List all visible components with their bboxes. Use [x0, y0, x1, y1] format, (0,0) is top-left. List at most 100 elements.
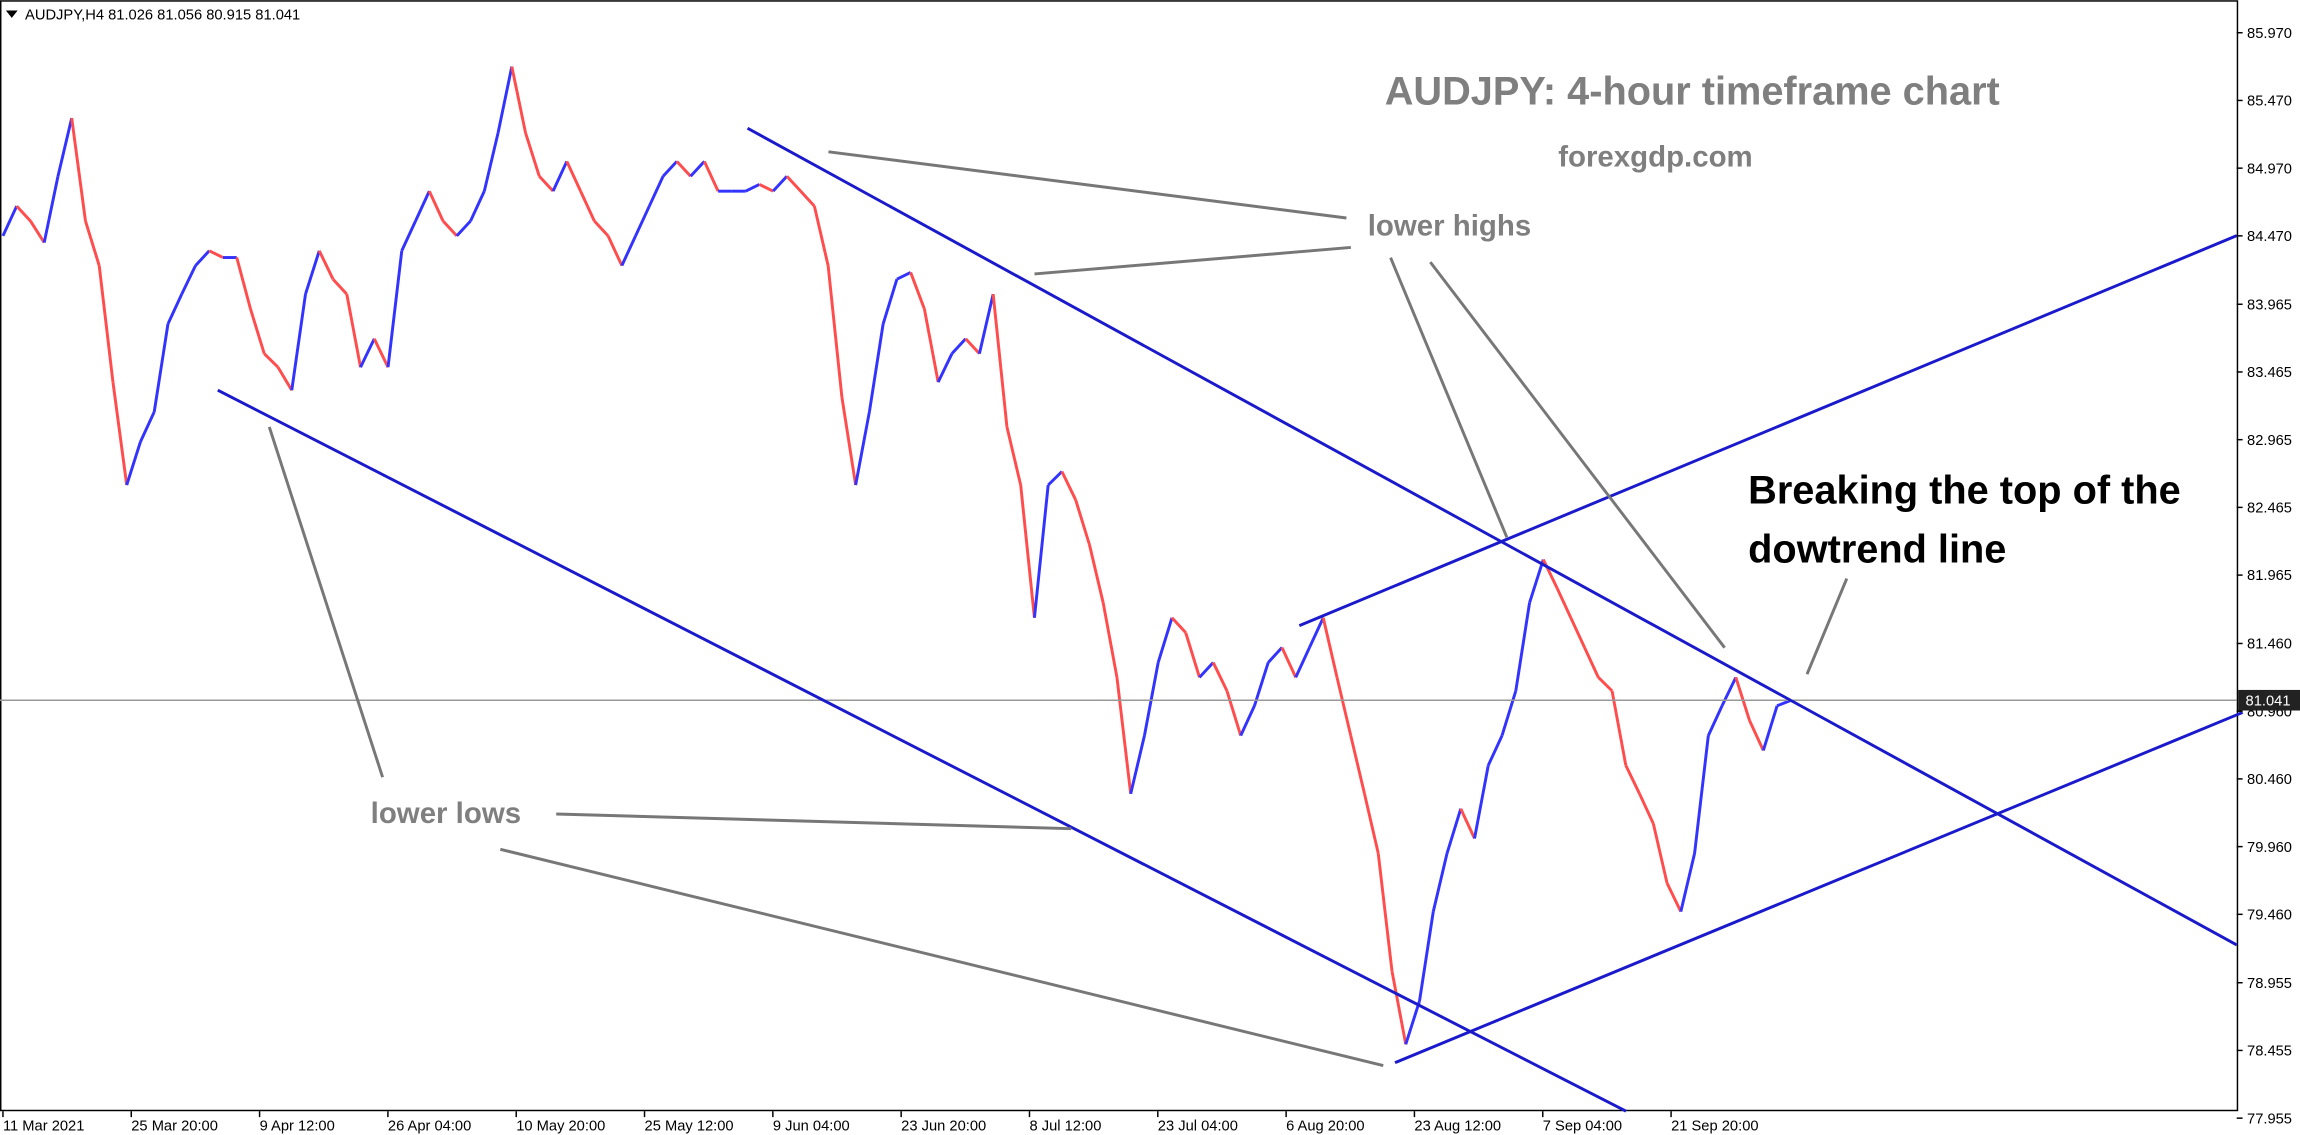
- price-segment: [991, 293, 1009, 427]
- price-segment: [1225, 690, 1243, 737]
- annotation: Breaking the top of the: [1748, 468, 2181, 512]
- price-segment: [56, 117, 74, 177]
- annotation-lines: [267, 150, 1849, 1068]
- price-segment: [1198, 661, 1215, 679]
- x-tick-label: 23 Jul 04:00: [1158, 1118, 1238, 1134]
- price-segment: [1156, 617, 1174, 663]
- price-segment: [1, 205, 19, 237]
- price-segment: [565, 160, 582, 192]
- price-segment: [208, 249, 224, 259]
- price-segment: [70, 117, 87, 222]
- price-segment: [606, 235, 624, 267]
- price-segment: [551, 160, 569, 192]
- price-segment: [1267, 646, 1284, 664]
- trendline: [217, 388, 1627, 1113]
- price-segment: [372, 338, 390, 368]
- pointer: [828, 150, 1347, 220]
- price-segment: [1528, 559, 1545, 604]
- price-segment: [1170, 616, 1187, 634]
- price-segment: [1143, 662, 1160, 736]
- y-tick-label: 85.470: [2247, 94, 2292, 110]
- price-segment: [1679, 853, 1697, 912]
- price-segment: [1486, 734, 1504, 766]
- y-tick-label: 80.460: [2247, 772, 2292, 788]
- price-segment: [482, 132, 500, 192]
- price-segment: [1748, 720, 1765, 752]
- annotation: dowtrend line: [1748, 527, 2006, 571]
- price-segment: [441, 219, 458, 237]
- price-segment: [455, 219, 472, 237]
- price-segment: [1610, 690, 1628, 766]
- pointer: [499, 847, 1384, 1068]
- price-segment: [1321, 617, 1339, 678]
- price-segment: [620, 235, 637, 267]
- price-segment: [538, 175, 555, 193]
- price-segment: [276, 366, 294, 391]
- price-segment: [304, 250, 321, 295]
- price-segment: [1555, 587, 1573, 619]
- price-segment: [1349, 735, 1366, 795]
- current-price-box: [2238, 689, 2300, 711]
- price-segment: [922, 308, 940, 383]
- price-segment: [1335, 677, 1353, 736]
- price-segment: [785, 175, 802, 193]
- price-segment: [1459, 808, 1476, 840]
- trendline: [746, 126, 2238, 947]
- y-tick-label: 84.970: [2247, 161, 2292, 177]
- pointer: [1429, 261, 1726, 649]
- price-segment: [84, 220, 101, 267]
- y-tick-label: 83.465: [2247, 365, 2292, 381]
- price-segment: [496, 66, 514, 134]
- price-segment: [139, 411, 156, 443]
- price-segment: [799, 190, 816, 208]
- pointer: [1389, 257, 1509, 538]
- price-segment: [125, 441, 142, 486]
- y-tick-label: 79.960: [2247, 840, 2292, 856]
- price-segment: [1720, 676, 1738, 707]
- annotation: lower lows: [371, 797, 521, 830]
- price-segment: [1060, 470, 1078, 501]
- price-segment: [1624, 764, 1641, 795]
- price-segment: [703, 160, 720, 192]
- chart-header: AUDJPY,H4 81.026 81.056 80.915 81.041: [25, 7, 300, 23]
- price-segment: [1583, 646, 1600, 678]
- price-segment: [826, 265, 844, 398]
- price-segment: [634, 205, 651, 237]
- price-segment: [867, 323, 885, 413]
- price-segment: [15, 205, 32, 222]
- price-segment: [359, 338, 376, 368]
- chart-subtitle: forexgdp.com: [1558, 141, 1753, 174]
- price-segment: [1597, 676, 1614, 692]
- price-segment: [386, 250, 404, 368]
- plot-frame: [0, 0, 2239, 1112]
- y-tick-label: 83.965: [2247, 297, 2292, 313]
- price-segment: [689, 160, 706, 178]
- price-segment: [662, 160, 678, 178]
- price-segment: [812, 205, 830, 266]
- trendline: [1394, 711, 2244, 1065]
- price-segment: [1706, 705, 1724, 737]
- x-tick-label: 23 Jun 20:00: [901, 1118, 986, 1134]
- price-segment: [772, 175, 788, 193]
- price-segment: [977, 293, 995, 355]
- price-segment: [881, 278, 899, 325]
- y-tick-label: 81.965: [2247, 568, 2292, 584]
- x-tick-label: 23 Aug 12:00: [1414, 1118, 1501, 1134]
- pointer: [556, 812, 1072, 831]
- price-segment: [29, 220, 46, 244]
- annotation: lower highs: [1368, 210, 1531, 243]
- price-segment: [1129, 735, 1146, 795]
- price-segment: [1761, 705, 1779, 751]
- price-segment: [758, 183, 774, 193]
- x-tick-label: 9 Apr 12:00: [260, 1118, 335, 1134]
- price-segment: [936, 353, 954, 383]
- price-segment: [249, 308, 266, 355]
- y-tick-label: 79.460: [2247, 907, 2292, 923]
- price-segment: [180, 265, 197, 295]
- y-tick-label: 85.970: [2247, 26, 2292, 42]
- price-segment: [1088, 544, 1105, 604]
- price-segment: [1500, 690, 1518, 737]
- price-segment: [1445, 808, 1463, 854]
- price-segment: [964, 337, 981, 355]
